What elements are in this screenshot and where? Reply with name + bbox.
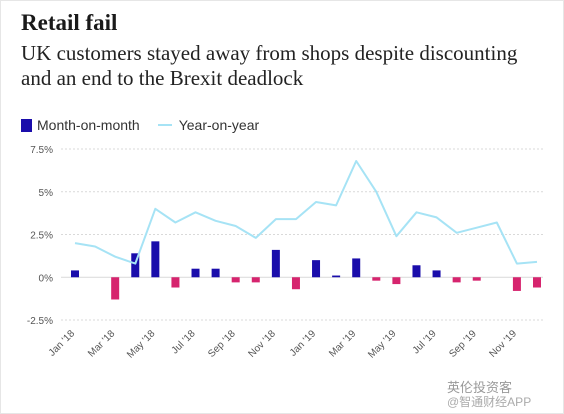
bar-mom [171,277,180,288]
x-tick-label: Jan '18 [47,328,78,359]
watermark-text: 英伦投资客 [447,380,513,395]
legend-swatch-yoy [157,124,172,126]
y-tick-label: 0% [39,273,54,284]
bar-mom [191,268,200,278]
x-tick-label: Jan '19 [288,328,319,359]
bar-mom [291,277,300,290]
watermark-app: @智通财经APP [447,395,532,409]
bar-mom [151,241,160,278]
x-tick-label: May '19 [366,328,399,361]
y-tick-label: 7.5% [30,145,53,156]
x-tick-label: Mar '19 [327,328,358,359]
legend-swatch-mom [21,118,32,132]
bar-mom [271,249,280,278]
chart-title: Retail fail [21,10,118,35]
legend-item-mom: Month-on-month [21,117,140,133]
bar-mom [412,265,421,278]
bar-mom [432,270,441,278]
line-yoy [74,160,538,265]
bar-mom [312,260,321,278]
bar-mom [372,277,381,281]
bar-mom [131,253,140,278]
x-tick-label: Nov '18 [246,328,278,360]
y-tick-label: -2.5% [27,316,53,327]
x-tick-label: Jul '18 [170,328,198,356]
chart-subtitle: UK customers stayed away from shops desp… [21,41,518,90]
x-tick-label: Jul '19 [411,328,439,356]
bar-mom [472,277,481,281]
bar-mom [392,277,401,285]
y-tick-label: 2.5% [30,231,53,242]
bar-mom [211,268,220,278]
x-tick-label: Nov '19 [488,328,520,360]
chart-plot: 7.5% 5% 2.5% 0% -2.5%Jan '18 Mar '18 May '18 Ju… [27,145,543,361]
bar-mom [512,277,521,291]
bar-mom [71,270,79,278]
bar-mom [533,277,541,288]
legend-label-yoy: Year-on-year [178,117,260,133]
bar-mom [452,277,461,283]
bar-mom [332,275,341,278]
legend-item-yoy: Year-on-year [157,117,260,133]
bar-mom [251,277,260,283]
y-tick-label: 5% [39,188,54,199]
x-tick-label: Sep '18 [206,328,238,360]
legend: Month-on-month Year-on-year [21,117,277,133]
bar-mom [111,277,120,300]
x-tick-label: Sep '19 [447,328,479,360]
legend-label-mom: Month-on-month [37,117,140,133]
x-tick-label: Mar '18 [86,328,117,359]
bar-mom [231,277,240,283]
x-tick-label: May '18 [125,328,158,361]
bar-mom [352,258,361,278]
